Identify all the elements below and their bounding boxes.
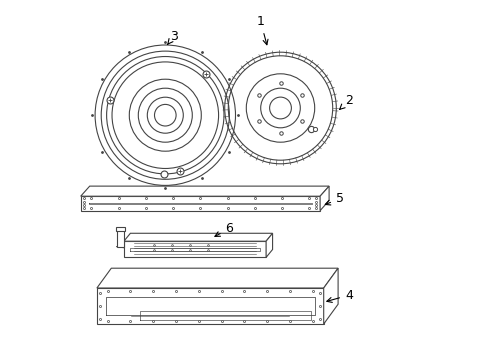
Text: 3: 3: [167, 30, 178, 45]
Polygon shape: [323, 268, 337, 324]
Bar: [117, 229, 123, 247]
Text: 5: 5: [325, 192, 343, 205]
Polygon shape: [265, 233, 272, 257]
Polygon shape: [81, 186, 328, 196]
Text: 1: 1: [256, 15, 267, 45]
Polygon shape: [123, 241, 265, 257]
Text: 2: 2: [339, 94, 352, 109]
Text: 4: 4: [326, 289, 352, 302]
Polygon shape: [97, 268, 337, 288]
Text: 6: 6: [215, 222, 233, 237]
Polygon shape: [81, 196, 320, 211]
Polygon shape: [123, 233, 272, 241]
Polygon shape: [97, 288, 323, 324]
Bar: [115, 227, 125, 231]
Polygon shape: [320, 186, 328, 211]
